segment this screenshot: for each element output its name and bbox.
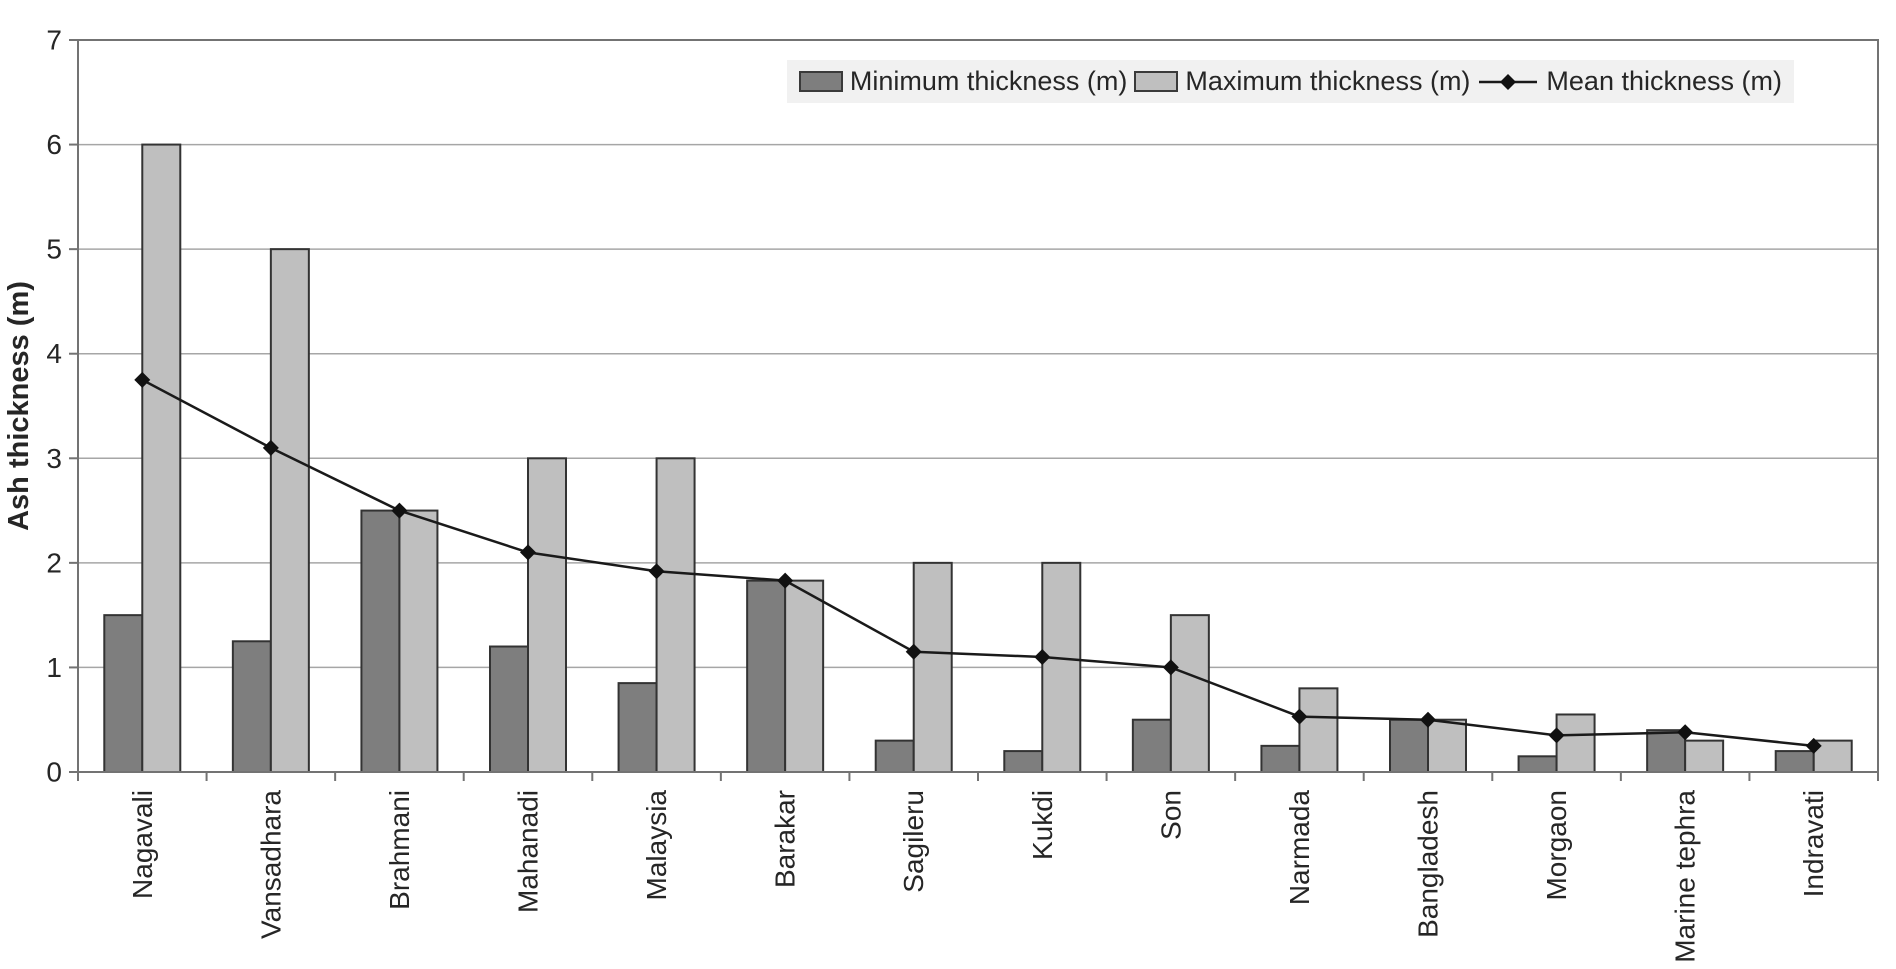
bar-max-Malaysia xyxy=(655,457,696,773)
bar-max-Sagileru xyxy=(912,561,953,773)
mean-line xyxy=(141,378,1814,748)
x-category-label-Kukdi: Kukdi xyxy=(1027,790,1058,860)
mean-marker-Marine tephra xyxy=(1677,724,1694,741)
y-tick-label-0: 0 xyxy=(46,757,62,788)
bar-max-Kukdi xyxy=(1041,561,1082,773)
legend-swatch-minimum xyxy=(798,71,843,92)
bar-min-Morgaon xyxy=(1517,755,1558,773)
bar-max-Morgaon xyxy=(1555,713,1596,774)
bar-max-Son xyxy=(1169,614,1210,774)
bar-max-Marine tephra xyxy=(1684,739,1725,774)
bar-max-Vansadhara xyxy=(269,248,310,773)
x-category-label-Indravati: Indravati xyxy=(1798,790,1829,897)
bar-max-Nagavali xyxy=(141,143,182,774)
bar-min-Indravati xyxy=(1774,750,1815,773)
x-category-label-Brahmani: Brahmani xyxy=(384,790,415,910)
y-tick-label-5: 5 xyxy=(46,234,62,265)
legend-label-mean: Mean thickness (m) xyxy=(1546,66,1782,96)
x-category-label-Bangladesh: Bangladesh xyxy=(1413,790,1444,938)
mean-marker-Mahanadi xyxy=(520,544,536,561)
bar-max-Brahmani xyxy=(398,509,439,773)
mean-marker-Narmada xyxy=(1291,708,1308,725)
y-tick-label-6: 6 xyxy=(46,129,62,160)
bar-min-Brahmani xyxy=(360,509,401,773)
legend-swatch-maximum xyxy=(1134,71,1179,92)
axis-labels: 0 1 2 3 4 5 6 7 Nagavali Vansadhara Brahmani Mahana… xyxy=(46,25,1829,963)
legend-label-minimum: Minimum thickness (m) xyxy=(849,66,1128,96)
plot-border xyxy=(77,39,1879,773)
y-tick-label-7: 7 xyxy=(46,25,62,56)
legend: Minimum thickness (m) Maximum thickness … xyxy=(786,60,1794,103)
mean-marker-Vansadhara xyxy=(262,439,279,456)
y-tick-label-3: 3 xyxy=(46,443,62,474)
mean-marker-Barakar xyxy=(777,572,794,589)
mean-marker-Brahmani xyxy=(391,502,408,519)
bar-min-Nagavali xyxy=(103,614,144,774)
legend-label-maximum: Maximum thickness (m) xyxy=(1185,66,1471,96)
x-category-label-Son: Son xyxy=(1155,790,1186,840)
bar-min-Mahanadi xyxy=(489,645,529,773)
y-tick-label-2: 2 xyxy=(46,547,62,578)
bar-min-Marine tephra xyxy=(1646,729,1687,774)
axes xyxy=(69,39,1879,781)
x-category-label-Barakar: Barakar xyxy=(770,790,801,888)
y-axis-title: Ash thickness (m) xyxy=(3,281,35,531)
x-category-label-Nagavali: Nagavali xyxy=(127,790,158,899)
y-tick-label-1: 1 xyxy=(46,652,62,683)
mean-marker-Malaysia xyxy=(648,563,665,580)
bar-min-Narmada xyxy=(1260,744,1301,773)
bar-max-Bangladesh xyxy=(1427,718,1467,774)
mean-line-series xyxy=(134,371,1822,754)
legend-marker-mean-line xyxy=(1479,73,1538,90)
bar-min-Bangladesh xyxy=(1389,718,1429,774)
x-category-label-Sagileru: Sagileru xyxy=(898,790,929,893)
mean-marker-Indravati xyxy=(1805,737,1822,754)
bar-min-Son xyxy=(1131,718,1172,774)
y-tick-label-4: 4 xyxy=(46,338,62,369)
mean-marker-Morgaon xyxy=(1548,727,1565,744)
bar-max-Barakar xyxy=(784,579,825,773)
mean-marker-Sagileru xyxy=(905,643,922,660)
gridlines xyxy=(78,143,1878,669)
mean-marker-Bangladesh xyxy=(1420,711,1436,728)
x-category-label-Marine tephra: Marine tephra xyxy=(1670,790,1701,963)
mean-marker-Son xyxy=(1162,659,1179,676)
x-category-label-Vansadhara: Vansadhara xyxy=(255,790,286,939)
bar-max-Mahanadi xyxy=(527,457,567,773)
x-category-label-Malaysia: Malaysia xyxy=(641,790,672,901)
bar-max-Narmada xyxy=(1298,687,1339,773)
bar-min-Vansadhara xyxy=(231,640,272,773)
x-category-label-Mahanadi: Mahanadi xyxy=(513,790,544,913)
x-category-label-Narmada: Narmada xyxy=(1284,790,1315,906)
mean-marker-Kukdi xyxy=(1034,648,1051,665)
bar-min-Barakar xyxy=(746,579,787,773)
bar-min-Sagileru xyxy=(874,739,915,774)
bar-min-Malaysia xyxy=(617,682,658,773)
x-category-label-Morgaon: Morgaon xyxy=(1541,790,1572,901)
bar-min-Kukdi xyxy=(1003,750,1044,773)
mean-marker-Nagavali xyxy=(134,371,151,388)
